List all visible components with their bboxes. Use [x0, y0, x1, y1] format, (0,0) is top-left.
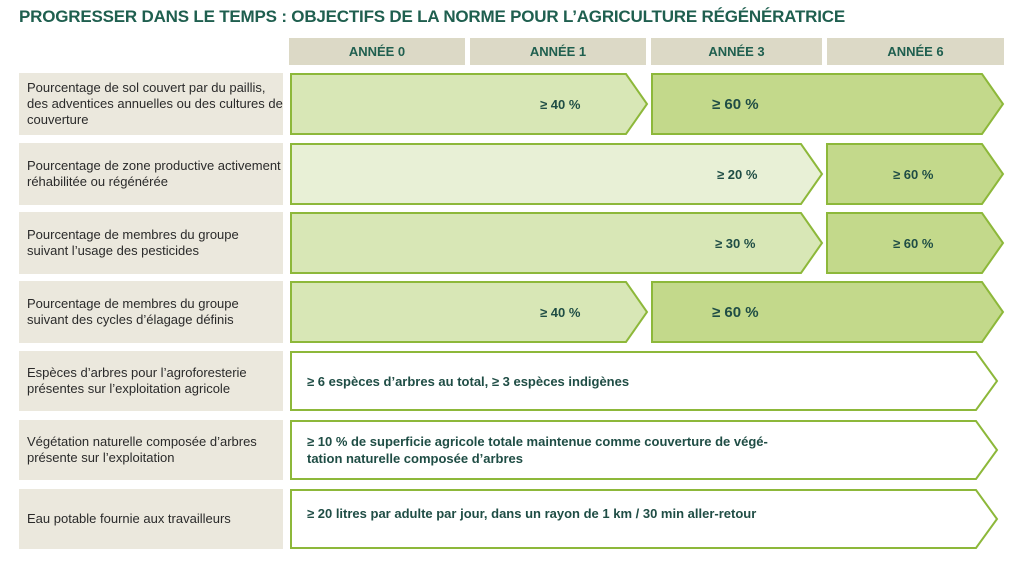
- arrow-polygon: [290, 143, 824, 205]
- target-value: ≥ 60 %: [712, 303, 759, 321]
- header-year-6: ANNÉE 6: [827, 38, 1004, 65]
- arrow-shape: [651, 73, 1005, 135]
- arrow-shape: [290, 281, 649, 343]
- target-value: ≥ 60 %: [893, 166, 934, 182]
- arrow-polygon: [290, 281, 649, 343]
- target-arrow: ≥ 20 %: [290, 143, 824, 205]
- row-label: Pourcentage de sol couvert par du pailli…: [19, 73, 283, 135]
- row-label: Pourcentage de zone productive activemen…: [19, 143, 283, 205]
- target-arrow: ≥ 10 % de superficie agricole totale mai…: [290, 420, 999, 480]
- target-arrow: ≥ 40 %: [290, 73, 649, 135]
- arrow-polygon: [826, 143, 1005, 205]
- arrow-shape: [290, 489, 999, 549]
- target-value: ≥ 20 %: [717, 166, 758, 182]
- arrow-shape: [290, 212, 824, 274]
- header-year-3: ANNÉE 3: [651, 38, 822, 65]
- arrow-polygon: [290, 420, 999, 480]
- arrow-polygon: [290, 489, 999, 549]
- page-title: PROGRESSER DANS LE TEMPS : OBJECTIFS DE …: [19, 7, 845, 26]
- arrow-polygon: [290, 73, 649, 135]
- target-arrow: ≥ 20 litres par adulte par jour, dans un…: [290, 489, 999, 549]
- target-arrow: ≥ 60 %: [826, 212, 1005, 274]
- header-year-1: ANNÉE 1: [470, 38, 646, 65]
- target-value: ≥ 60 %: [893, 235, 934, 251]
- arrow-shape: [826, 143, 1005, 205]
- target-arrow: ≥ 40 %: [290, 281, 649, 343]
- header-year-0: ANNÉE 0: [289, 38, 465, 65]
- target-arrow: ≥ 60 %: [651, 73, 1005, 135]
- arrow-shape: [290, 420, 999, 480]
- arrow-shape: [290, 351, 999, 411]
- arrow-polygon: [651, 73, 1005, 135]
- target-value: ≥ 60 %: [712, 95, 759, 113]
- target-value: ≥ 40 %: [540, 304, 581, 320]
- target-arrow: ≥ 30 %: [290, 212, 824, 274]
- target-arrow: ≥ 6 espèces d’arbres au total, ≥ 3 espèc…: [290, 351, 999, 411]
- row-label: Pourcentage de membres du groupe suivant…: [19, 281, 283, 343]
- target-value: ≥ 30 %: [715, 235, 756, 251]
- target-arrow: ≥ 60 %: [826, 143, 1005, 205]
- arrow-polygon: [290, 351, 999, 411]
- arrow-polygon: [290, 212, 824, 274]
- row-label: Végétation naturelle composée d’arbres p…: [19, 420, 283, 480]
- arrow-shape: [290, 73, 649, 135]
- target-value: ≥ 20 litres par adulte par jour, dans un…: [307, 505, 757, 521]
- arrow-polygon: [826, 212, 1005, 274]
- arrow-shape: [651, 281, 1005, 343]
- row-label: Eau potable fournie aux travailleurs: [19, 489, 283, 549]
- target-arrow: ≥ 60 %: [651, 281, 1005, 343]
- arrow-polygon: [651, 281, 1005, 343]
- row-label: Pourcentage de membres du groupe suivant…: [19, 212, 283, 274]
- target-value: ≥ 6 espèces d’arbres au total, ≥ 3 espèc…: [307, 373, 630, 389]
- row-label: Espèces d’arbres pour l’agroforesterie p…: [19, 351, 283, 411]
- target-value: ≥ 10 % de superficie agricole totale mai…: [307, 434, 768, 466]
- arrow-shape: [826, 212, 1005, 274]
- arrow-shape: [290, 143, 824, 205]
- target-value: ≥ 40 %: [540, 96, 581, 112]
